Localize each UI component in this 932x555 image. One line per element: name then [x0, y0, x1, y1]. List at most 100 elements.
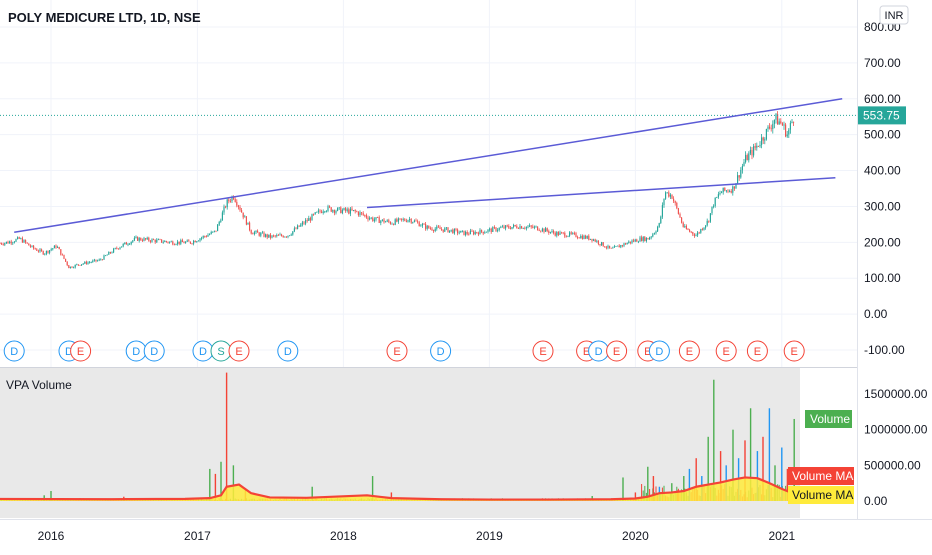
candle-body	[274, 235, 276, 237]
candle-body	[692, 232, 694, 235]
candle-body	[85, 261, 87, 264]
candle-body	[751, 149, 753, 156]
candle-body	[223, 206, 225, 213]
volume-tick-label-2: 500000.00	[864, 458, 921, 472]
candle-body	[468, 233, 470, 235]
candle-body	[434, 228, 436, 231]
candle-body	[644, 236, 646, 241]
candle-body	[154, 239, 156, 243]
candle-body	[413, 220, 415, 223]
currency-button-frame	[879, 5, 909, 25]
candle-body	[185, 241, 187, 244]
candle-body	[127, 244, 129, 246]
candle-body	[721, 192, 723, 194]
candle-body	[90, 262, 92, 263]
candle-body	[167, 241, 169, 243]
candle-body	[73, 267, 75, 269]
candle-body	[194, 240, 196, 243]
volume-spike-38	[793, 418, 795, 501]
price-pane[interactable]	[0, 0, 858, 367]
dividend-event-label-0: D	[10, 346, 18, 358]
candle-body	[314, 212, 316, 215]
price-axis[interactable]: 800.00700.00600.00500.00400.00300.00200.…	[864, 20, 905, 357]
symbol-title[interactable]: POLY MEDICURE LTD, 1D, NSE	[8, 10, 201, 25]
candle-body	[396, 219, 398, 222]
candle-body	[665, 192, 667, 199]
earnings-event-label-12: E	[583, 346, 590, 358]
candle-body	[642, 236, 644, 241]
trendlines[interactable]	[14, 98, 843, 234]
candle-body	[513, 224, 515, 227]
price-tick-label-3: 500.00	[864, 128, 901, 142]
candle-body	[321, 211, 323, 213]
candle-body	[47, 250, 49, 253]
candle-body	[92, 260, 94, 263]
volume-axis[interactable]: 1500000.00 1000000.00 500000.00 0.00	[864, 387, 928, 508]
candle-body	[60, 249, 62, 255]
candle-body	[746, 155, 748, 161]
earnings-event-marker-17	[678, 340, 700, 362]
candle-body	[636, 239, 638, 242]
candle-body	[788, 129, 790, 135]
currency-button[interactable]: INR	[879, 5, 909, 25]
earnings-event-label-11: E	[539, 346, 546, 358]
candle-body	[684, 226, 686, 227]
candle-body	[639, 237, 641, 242]
candle-body	[545, 228, 547, 232]
earnings-event-marker-14	[606, 340, 628, 362]
candle-body	[21, 238, 23, 243]
candle-body	[135, 236, 137, 238]
earnings-event-marker-19	[746, 340, 768, 362]
volume-spike-30	[744, 440, 746, 501]
dividend-event-marker-0	[3, 340, 25, 362]
candle-body	[237, 205, 239, 207]
candle-body	[701, 229, 703, 230]
indicator-title[interactable]: VPA Volume	[6, 378, 72, 392]
candle-body	[0, 243, 1, 245]
volume-ma-tag-label: Volume MA	[792, 469, 853, 483]
volume-ma-tag-2-label: Volume MA	[792, 488, 853, 502]
candle-body	[277, 235, 279, 236]
volume-spike-35	[774, 465, 776, 501]
candle-body	[220, 220, 222, 222]
candle-body	[700, 229, 702, 233]
candle-body	[330, 207, 332, 212]
time-tick-label-5: 2021	[768, 529, 795, 543]
candle-body	[453, 228, 455, 234]
candle-body	[132, 240, 134, 242]
volume-spike-25	[713, 379, 715, 501]
candle-body	[383, 219, 385, 223]
time-axis[interactable]: 2016 2017 2018 2019 2020 2021	[38, 529, 796, 543]
candle-body	[113, 248, 115, 253]
candle-body	[554, 232, 556, 236]
candle-body	[479, 229, 481, 235]
candle-body	[137, 236, 139, 241]
candle-body	[68, 265, 70, 269]
candle-body	[717, 194, 719, 198]
volume-bar	[649, 488, 651, 501]
candle-body	[372, 217, 374, 221]
candle-body	[218, 221, 220, 225]
candle-body	[95, 259, 97, 262]
candle-body	[388, 220, 390, 222]
candle-body	[255, 230, 257, 233]
candle-body	[682, 222, 684, 227]
candle-body	[633, 240, 635, 242]
time-tick-label-0: 2016	[38, 529, 65, 543]
candle-body	[292, 231, 294, 235]
candle-body	[578, 237, 580, 239]
candle-body	[471, 230, 473, 232]
candle-body	[298, 225, 300, 227]
candle-body	[58, 247, 60, 250]
candle-body	[79, 264, 81, 266]
candle-body	[145, 238, 147, 240]
candle-body	[661, 205, 663, 217]
candle-body	[53, 245, 55, 249]
candle-body	[511, 226, 513, 229]
candle-body	[276, 235, 278, 237]
candle-body	[493, 227, 495, 229]
candle-body	[786, 134, 788, 137]
candle-body	[722, 187, 724, 193]
